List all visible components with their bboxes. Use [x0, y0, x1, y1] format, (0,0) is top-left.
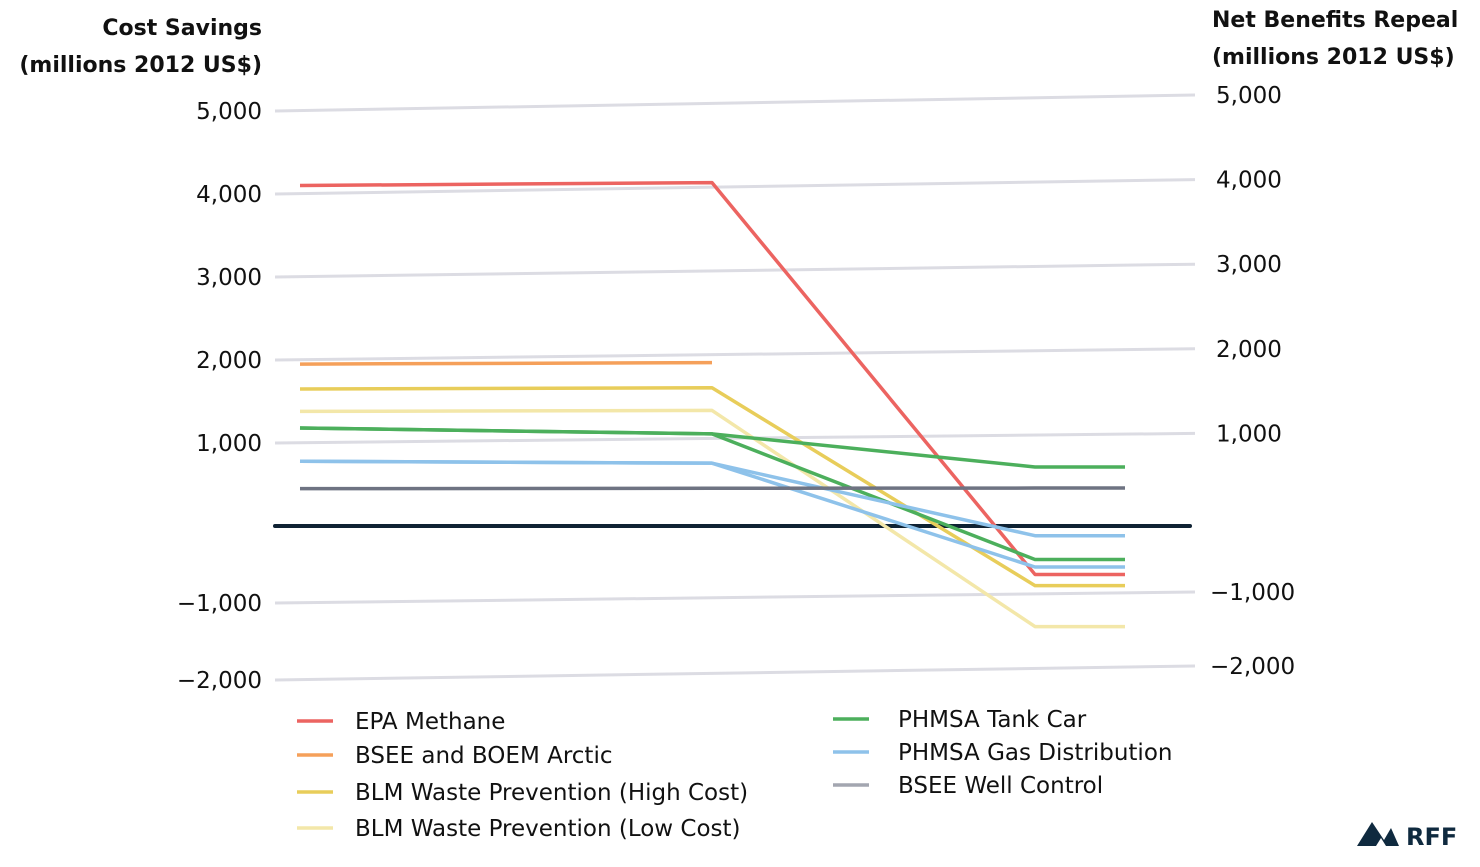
- legend-item: BLM Waste Prevention (Low Cost): [297, 816, 741, 842]
- right-tick-label: −2,000: [1210, 654, 1295, 680]
- gridline: [274, 262, 1196, 279]
- gridline: [274, 178, 1196, 196]
- series-lines: [299, 180, 1125, 629]
- left-axis-ticks: 5,000 4,000 3,000 2,000 1,000 −1,000 −2,000: [177, 99, 262, 694]
- right-tick-label: 2,000: [1216, 337, 1282, 363]
- series-line-phmsa-gas-distribution: [299, 459, 1125, 569]
- series-line-phmsa-tank-car: [299, 426, 1125, 562]
- legend-label: EPA Methane: [355, 709, 505, 735]
- gridlines: [274, 93, 1196, 682]
- legend: EPA Methane BSEE and BOEM Arctic BLM Waste…: [297, 707, 1172, 842]
- right-axis-title-line2: (millions 2012 US$): [1212, 45, 1455, 70]
- mountain-icon: [1357, 822, 1399, 846]
- legend-label: PHMSA Tank Car: [898, 707, 1087, 733]
- series-line-bsee-well-control: [299, 486, 1125, 491]
- right-axis-ticks: 5,000 4,000 3,000 2,000 1,000 −1,000 −2,000: [1210, 83, 1295, 680]
- left-tick-label: 1,000: [196, 431, 262, 457]
- legend-label: PHMSA Gas Distribution: [898, 740, 1172, 766]
- right-tick-label: −1,000: [1210, 580, 1295, 606]
- legend-item: PHMSA Gas Distribution: [833, 740, 1172, 766]
- gridline: [274, 347, 1196, 362]
- logo-text: RFF: [1406, 823, 1457, 851]
- legend-item: EPA Methane: [297, 709, 505, 735]
- series-line-epa-methane: [299, 180, 1125, 577]
- legend-item: BLM Waste Prevention (High Cost): [297, 780, 748, 806]
- left-tick-label: −2,000: [177, 668, 262, 694]
- gridline: [274, 93, 1196, 113]
- series-line-blm-waste-prevention-low-cost: [299, 408, 1125, 629]
- legend-item: BSEE and BOEM Arctic: [297, 743, 612, 769]
- left-tick-label: 3,000: [196, 265, 262, 291]
- left-axis-title-line1: Cost Savings: [102, 16, 262, 41]
- gridline: [274, 590, 1196, 605]
- left-tick-label: 5,000: [196, 99, 262, 125]
- legend-item: PHMSA Tank Car: [833, 707, 1087, 733]
- left-tick-label: 2,000: [196, 348, 262, 374]
- left-axis-title-line2: (millions 2012 US$): [19, 53, 262, 78]
- legend-label: BLM Waste Prevention (Low Cost): [355, 816, 741, 842]
- legend-item: BSEE Well Control: [833, 773, 1103, 799]
- legend-label: BSEE and BOEM Arctic: [355, 743, 612, 769]
- rff-logo: RFF: [1357, 822, 1457, 851]
- gridline: [274, 664, 1196, 682]
- right-axis-title-line1: Net Benefits Repeal: [1212, 8, 1458, 33]
- left-tick-label: 4,000: [196, 182, 262, 208]
- legend-label: BLM Waste Prevention (High Cost): [355, 780, 748, 806]
- gridline: [274, 431, 1196, 445]
- legend-label: BSEE Well Control: [898, 773, 1103, 799]
- right-tick-label: 5,000: [1216, 83, 1282, 109]
- right-tick-label: 4,000: [1216, 168, 1282, 194]
- series-line-bsee-and-boem-arctic: [299, 360, 713, 366]
- right-tick-label: 1,000: [1216, 421, 1282, 447]
- right-tick-label: 3,000: [1216, 252, 1282, 278]
- left-tick-label: −1,000: [177, 591, 262, 617]
